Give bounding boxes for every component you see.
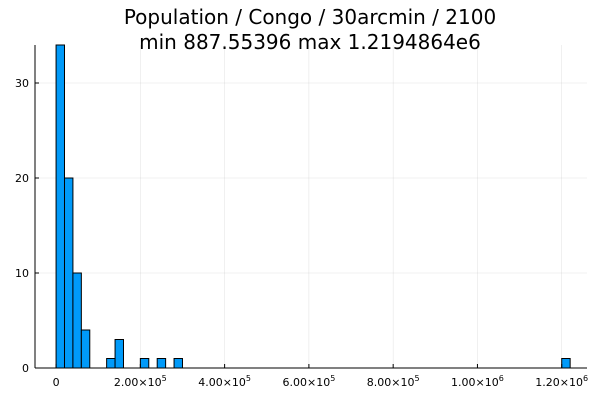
grid-layer [35,45,587,369]
x-tick-label-1: 2.00×105 [114,374,167,389]
x-tick-label-4: 8.00×105 [367,374,420,389]
histogram-bar-9 [561,358,571,369]
bar-layer [55,44,571,369]
tick-label-layer: 0 10 20 30 0 2.00×105 4.00×105 6.00×105 8.00×105… [15,77,588,389]
histogram-bar-6 [139,358,150,369]
chart-subtitle: min 887.55396 max 1.2194864e6 [139,30,481,54]
x-tick-label-2: 4.00×105 [198,374,251,389]
histogram-bar-2 [72,272,82,369]
chart-title: Population / Congo / 30arcmin / 2100 [124,5,496,29]
x-tick-label-0: 0 [53,376,60,389]
histogram-bar-7 [156,358,167,369]
y-tick-label-0: 0 [22,362,29,375]
histogram-bar-8 [173,358,183,369]
axis-layer [34,45,587,369]
x-tick-label-5: 1.00×106 [451,374,504,389]
histogram-bar-1 [63,177,74,369]
y-tick-label-3: 30 [15,77,29,90]
x-tick-label-6: 1.20×106 [535,374,588,389]
x-tick-label-3: 6.00×105 [282,374,335,389]
histogram-bar-0 [55,44,65,369]
histogram-bar-3 [80,329,91,369]
y-tick-label-1: 10 [15,267,29,280]
y-tick-label-2: 20 [15,172,29,185]
histogram-bar-4 [106,358,116,369]
histogram-bar-5 [114,339,124,369]
